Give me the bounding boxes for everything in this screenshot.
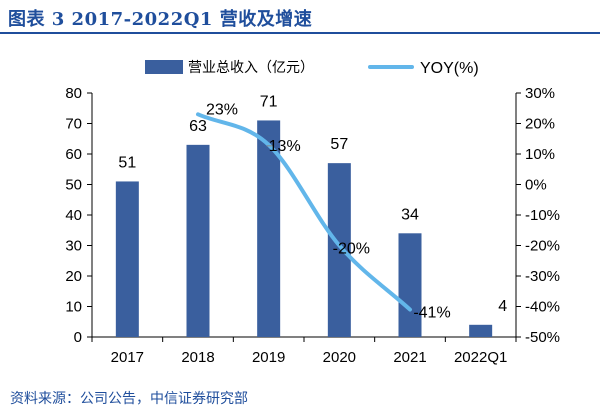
revenue-bar-label: 34 bbox=[401, 206, 419, 223]
right-tick-label: -30% bbox=[525, 268, 560, 285]
left-tick-label: 20 bbox=[65, 268, 82, 285]
left-tick-label: 10 bbox=[65, 299, 82, 316]
revenue-bar-label: 4 bbox=[498, 298, 507, 315]
x-tick-label: 2019 bbox=[252, 349, 285, 366]
left-tick-label: 70 bbox=[65, 116, 82, 133]
right-tick-label: -10% bbox=[525, 207, 560, 224]
x-tick-label: 2022Q1 bbox=[454, 349, 507, 366]
revenue-bar bbox=[186, 144, 210, 337]
yoy-line bbox=[196, 112, 412, 312]
x-tick-label: 2020 bbox=[323, 349, 356, 366]
chart-title: 图表 3 2017-2022Q1 营收及增速 bbox=[8, 9, 313, 30]
left-tick-label: 60 bbox=[65, 146, 82, 163]
right-tick-label: -20% bbox=[525, 238, 560, 255]
yoy-label: -41% bbox=[413, 305, 450, 322]
revenue-bar bbox=[115, 181, 139, 337]
legend-label-yoy: YOY(%) bbox=[420, 60, 479, 77]
revenue-bar bbox=[327, 163, 351, 337]
source-note: 资料来源：公司公告，中信证券研究部 bbox=[10, 391, 248, 407]
right-tick-label: 10% bbox=[525, 146, 555, 163]
left-tick-label: 80 bbox=[65, 85, 82, 102]
yoy-label: 13% bbox=[269, 138, 301, 155]
right-tick-label: 30% bbox=[525, 85, 555, 102]
revenue-bar-label: 51 bbox=[118, 154, 136, 171]
revenue-bar-label: 57 bbox=[330, 136, 348, 153]
x-tick-label: 2018 bbox=[181, 349, 214, 366]
revenue-bar-label: 63 bbox=[189, 118, 207, 135]
right-tick-label: -50% bbox=[525, 329, 560, 346]
left-tick-label: 0 bbox=[74, 329, 82, 346]
left-tick-label: 30 bbox=[65, 238, 82, 255]
left-tick-label: 40 bbox=[65, 207, 82, 224]
yoy-label: 23% bbox=[206, 101, 238, 118]
legend-swatch-revenue bbox=[145, 60, 183, 74]
right-tick-label: 20% bbox=[525, 116, 555, 133]
right-tick-label: 0% bbox=[525, 177, 547, 194]
title-divider bbox=[0, 32, 600, 34]
revenue-bar bbox=[398, 233, 422, 337]
legend-label-revenue: 营业总收入（亿元） bbox=[188, 60, 314, 76]
revenue-bar bbox=[469, 324, 493, 337]
revenue-bar bbox=[257, 120, 281, 337]
x-tick-label: 2021 bbox=[393, 349, 426, 366]
revenue-bar-label: 71 bbox=[260, 93, 278, 110]
right-tick-label: -40% bbox=[525, 299, 560, 316]
yoy-label: -20% bbox=[333, 241, 370, 258]
x-tick-label: 2017 bbox=[111, 349, 144, 366]
left-tick-label: 50 bbox=[65, 177, 82, 194]
